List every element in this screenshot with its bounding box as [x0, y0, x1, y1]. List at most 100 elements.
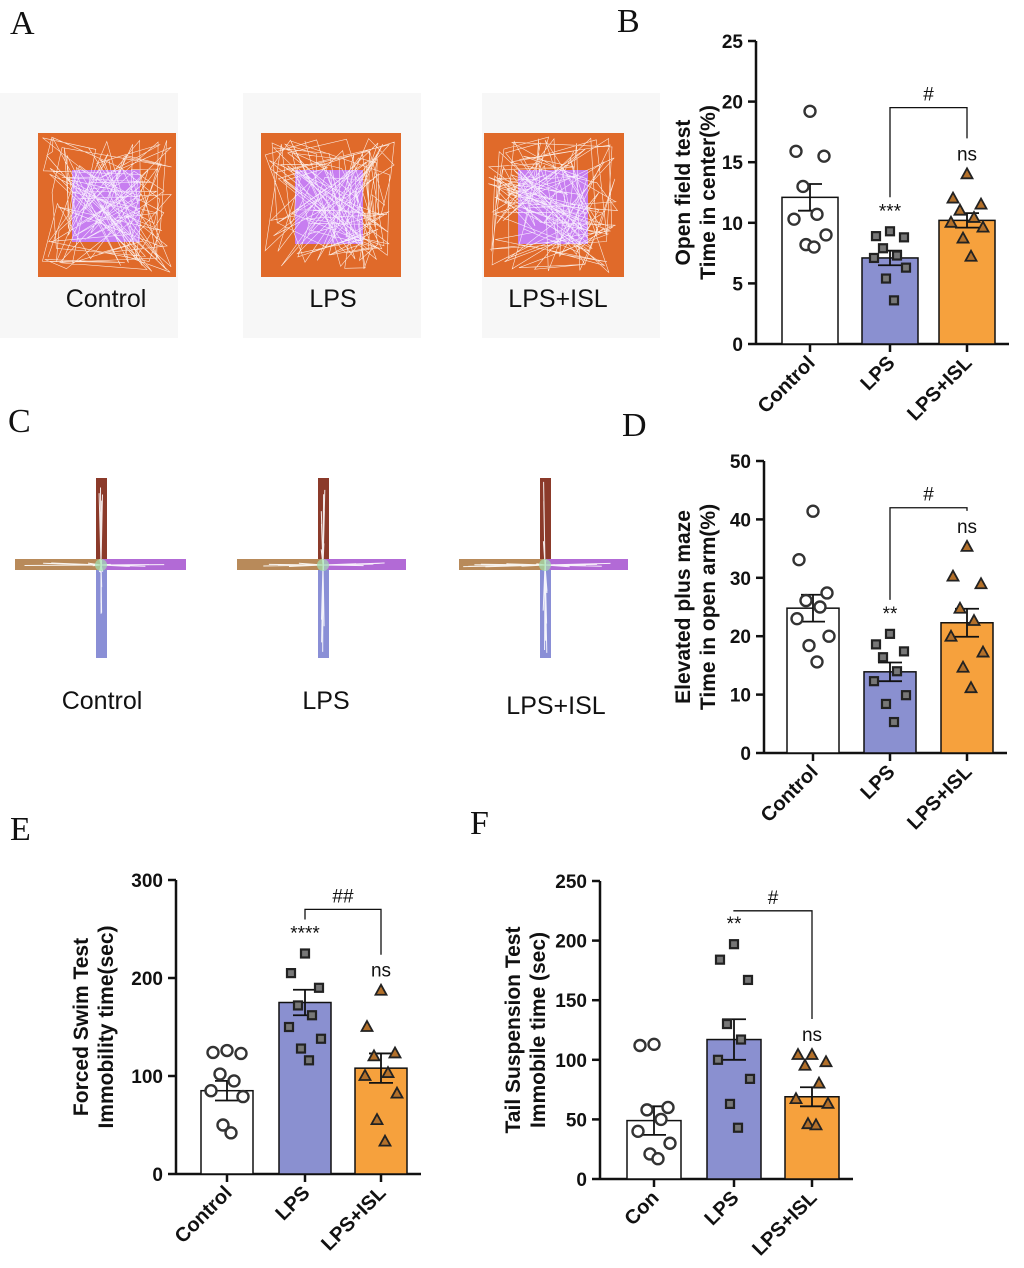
chart-b-point	[817, 149, 831, 163]
chart-e-point	[299, 948, 311, 959]
chart-d-point	[884, 628, 896, 639]
chart-b-point	[807, 240, 821, 254]
chart-b-point	[952, 202, 968, 216]
chart-d-point	[973, 576, 989, 590]
chart-e-point	[283, 1021, 295, 1033]
chart-e-point	[204, 1083, 218, 1098]
chart-e-bar	[278, 1001, 332, 1175]
chart-e-category-label: LPS	[271, 1182, 314, 1225]
caption-c-lps: LPS	[302, 687, 349, 715]
chart-d-elevated-plus-maze: 0 10 20 30 40 50 Elevated plus maze Time in ope…	[672, 452, 1007, 834]
chart-d-point	[792, 552, 806, 567]
open-field-image-lps: LPS	[243, 93, 421, 338]
chart-d-point	[790, 611, 804, 626]
chart-b-point	[973, 196, 989, 210]
chart-d-point	[877, 652, 889, 663]
chart-e-point	[213, 1067, 227, 1081]
chart-b-point	[943, 214, 959, 228]
chart-b-ytick-label: 10	[722, 214, 743, 235]
chart-d-point	[813, 600, 827, 614]
panel-letter-e: E	[10, 811, 31, 848]
chart-b-point	[880, 273, 892, 284]
chart-f-sig-label: ns	[802, 1025, 822, 1046]
chart-d-category-label: Control	[757, 761, 823, 827]
chart-e-point	[377, 1133, 393, 1147]
chart-d-point	[822, 629, 836, 643]
chart-d-point	[868, 676, 880, 687]
chart-d-category-label: LPS	[856, 761, 899, 804]
chart-f-ytick-label: 200	[555, 932, 587, 953]
chart-f-ytick-label: 250	[555, 872, 587, 893]
chart-b-point	[891, 250, 903, 261]
chart-f-ytick-label: 150	[555, 991, 587, 1012]
plus-maze-image-lps-isl: LPS+ISL	[459, 478, 628, 720]
open-field-image-control: Control	[0, 93, 178, 338]
chart-b-point	[900, 262, 912, 273]
chart-e-point	[373, 982, 389, 996]
chart-f-point	[712, 1054, 724, 1065]
chart-f-point	[788, 1091, 804, 1105]
chart-b-point	[966, 210, 982, 223]
chart-d-ylabel-line: Elevated plus maze	[672, 510, 695, 704]
chart-f-point	[647, 1037, 661, 1052]
chart-b-point	[819, 228, 833, 242]
chart-f-category-label: LPS+ISL	[748, 1187, 821, 1260]
chart-b-ytick-label: 5	[732, 274, 743, 295]
caption-a-lps: LPS	[309, 285, 356, 313]
chart-e-point	[227, 1074, 241, 1088]
chart-e-point	[236, 1089, 250, 1104]
chart-b-point	[945, 190, 961, 204]
chart-f-point	[631, 1124, 645, 1139]
chart-f-point	[651, 1152, 665, 1166]
chart-b-point	[975, 219, 991, 233]
chart-b-point	[888, 295, 900, 306]
chart-e-point	[306, 1010, 318, 1021]
chart-b-point	[803, 104, 817, 118]
chart-f-point	[714, 954, 726, 965]
chart-f-point	[728, 939, 740, 950]
chart-f-point	[633, 1038, 647, 1053]
chart-e-point	[380, 1065, 396, 1078]
chart-e-sig-label: ns	[371, 961, 391, 982]
chart-d-sig-label: ns	[957, 517, 977, 538]
chart-f-point	[820, 1096, 836, 1109]
open-field-image-lps-isl: LPS+ISL	[482, 93, 660, 338]
chart-b-point	[868, 252, 880, 264]
chart-e-category-label: LPS+ISL	[317, 1182, 390, 1255]
chart-b-point	[955, 230, 971, 244]
chart-e-point	[313, 982, 325, 993]
chart-f-point	[744, 1073, 756, 1084]
chart-f-point	[654, 1112, 668, 1127]
chart-f-ylabel-line: Tail Suspension Test	[502, 927, 525, 1134]
caption-a-control: Control	[66, 285, 147, 313]
chart-b-point	[870, 231, 882, 242]
chart-b-category-label: LPS	[856, 352, 899, 395]
chart-b-sig-label: ***	[879, 201, 902, 222]
chart-f-ylabel-line: Immobile time (sec)	[527, 932, 550, 1128]
chart-b-point	[963, 248, 979, 262]
chart-b-point	[810, 207, 824, 222]
chart-d-category-label: LPS+ISL	[903, 761, 976, 834]
chart-f-point	[663, 1136, 677, 1150]
chart-d-point	[810, 655, 824, 669]
chart-f-category-label: Con	[620, 1187, 663, 1230]
chart-b-point	[787, 212, 801, 226]
chart-f-point	[804, 1047, 820, 1060]
chart-e-point	[369, 1112, 385, 1125]
chart-d-point	[955, 659, 971, 673]
chart-b-point	[959, 166, 975, 180]
chart-f-point	[721, 1018, 733, 1030]
chart-b-category-label: LPS+ISL	[903, 352, 976, 425]
chart-b-point	[884, 226, 896, 237]
chart-b-point	[877, 243, 889, 254]
chart-d-point	[870, 639, 882, 650]
chart-d-point	[898, 646, 910, 657]
chart-d-point	[891, 666, 903, 677]
chart-b-ytick-label: 25	[722, 32, 744, 53]
chart-e-sig-label: ****	[290, 924, 320, 945]
chart-e-point	[389, 1085, 405, 1099]
chart-d-error-bar	[878, 661, 902, 683]
chart-b-ylabel-line: Open field test	[672, 120, 695, 266]
chart-d-point	[820, 586, 834, 600]
chart-e-point	[295, 1043, 307, 1054]
